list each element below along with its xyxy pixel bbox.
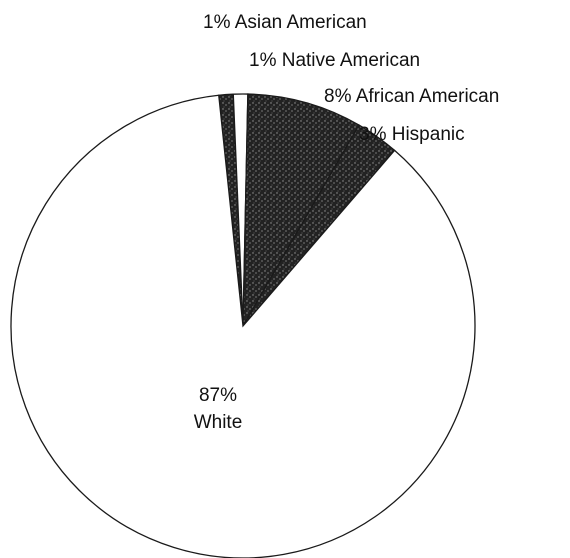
pie-slice-white [10, 94, 476, 558]
slice-label-native-american: 1% Native American [249, 50, 420, 71]
pie-slices [10, 93, 476, 558]
slice-label-hispanic: 3% Hispanic [359, 124, 465, 145]
slice-label-white-name: White [194, 412, 243, 433]
slice-label-white-percent: 87% [199, 385, 237, 406]
slice-label-african-american: 8% African American [324, 86, 499, 107]
pie-slice-african-american [242, 93, 360, 327]
slice-label-asian-american: 1% Asian American [203, 12, 367, 33]
